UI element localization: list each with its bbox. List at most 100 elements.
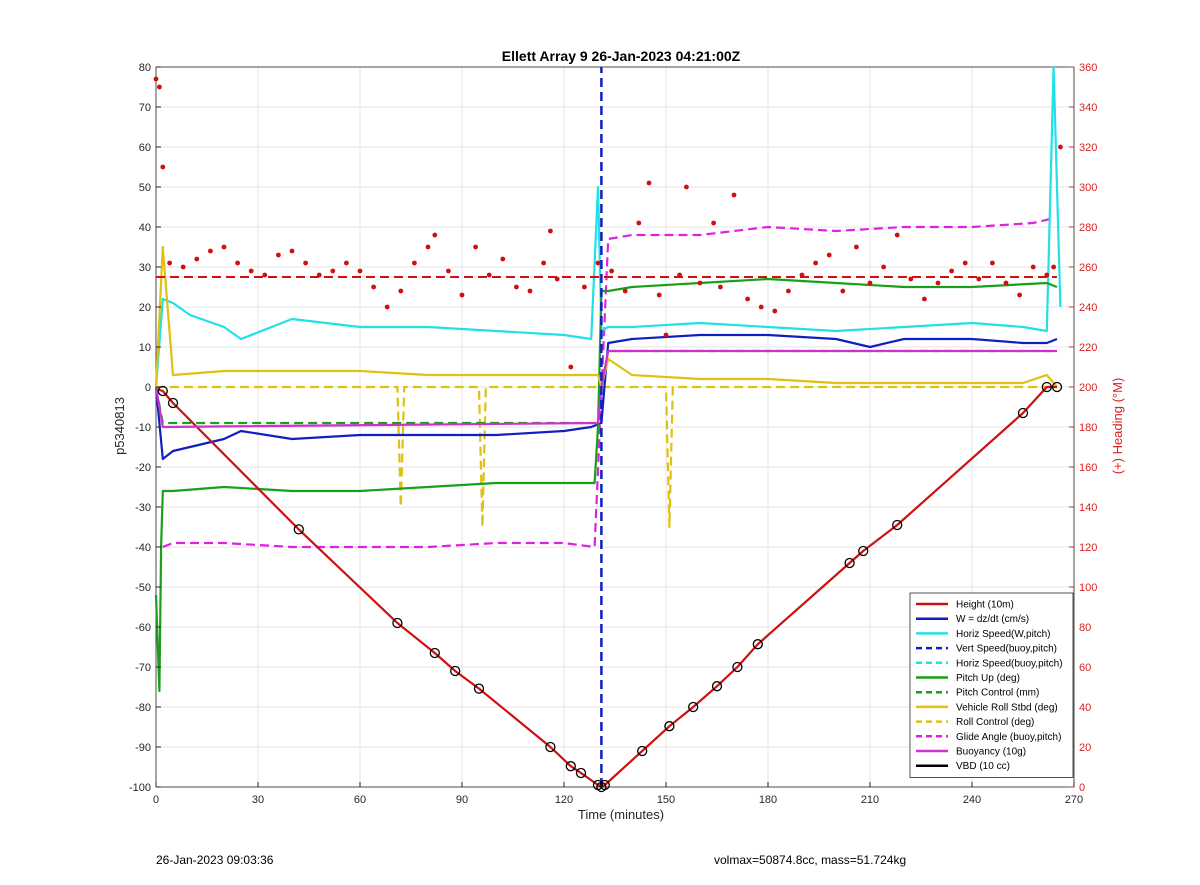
dive-marker <box>858 545 869 557</box>
heading-point <box>160 164 166 170</box>
dive-marker <box>711 681 723 692</box>
y-tick-label: -30 <box>135 502 151 514</box>
y-tick-label: 70 <box>139 102 151 114</box>
heading-point <box>1017 292 1022 298</box>
y-tick-label: 50 <box>139 182 151 194</box>
x-tick-label: 0 <box>153 794 159 806</box>
x-tick-label: 240 <box>963 794 981 806</box>
heading-point <box>303 260 308 266</box>
heading-point <box>432 232 438 238</box>
y2-axis-label: (+) Heading (°M) <box>1110 378 1125 475</box>
heading-point <box>412 260 417 266</box>
y2-tick-label: 240 <box>1079 302 1097 314</box>
footer-timestamp: 26-Jan-2023 09:03:36 <box>156 853 274 867</box>
heading-point <box>316 272 322 278</box>
y-tick-label: -10 <box>135 422 151 434</box>
heading-point <box>922 296 927 302</box>
y2-tick-label: 160 <box>1079 462 1097 474</box>
y-tick-label: -100 <box>129 782 151 794</box>
heading-point <box>459 292 465 298</box>
y-tick-label: 20 <box>139 302 151 314</box>
dive-marker <box>844 557 855 569</box>
heading-point <box>1003 280 1009 286</box>
heading-point <box>854 244 859 250</box>
heading-point <box>541 260 546 266</box>
series-height-10m <box>155 385 1057 789</box>
heading-point <box>908 276 914 282</box>
dive-marker <box>392 617 403 629</box>
legend-label: Roll Control (deg) <box>956 717 1034 728</box>
heading-point <box>894 232 900 238</box>
heading-point <box>289 248 295 254</box>
x-tick-label: 90 <box>456 794 468 806</box>
series-glide-angle-buoy-pitch <box>162 217 1051 549</box>
y-tick-label: -70 <box>135 662 151 674</box>
series-buoyancy-10g <box>154 349 1057 429</box>
series-pitch-up-deg <box>154 277 1058 693</box>
heading-point <box>398 288 404 294</box>
legend-label: Vehicle Roll Stbd (deg) <box>956 702 1058 713</box>
y2-tick-label: 280 <box>1079 222 1097 234</box>
heading-series <box>153 76 1063 370</box>
y2-tick-label: 200 <box>1079 382 1097 394</box>
heading-point <box>357 268 363 274</box>
dive-marker <box>637 745 648 757</box>
dive-marker <box>473 683 485 694</box>
y2-tick-label: 140 <box>1079 502 1097 514</box>
heading-point <box>813 260 818 266</box>
heading-point <box>684 184 689 190</box>
heading-point <box>656 292 662 298</box>
dive-marker <box>752 639 763 650</box>
y2-tick-label: 40 <box>1079 702 1091 714</box>
y2-tick-label: 180 <box>1079 422 1097 434</box>
y-tick-label: 40 <box>139 222 151 234</box>
dive-marker <box>1041 381 1052 393</box>
series-vehicle-roll-stbd-deg <box>154 245 1058 389</box>
heading-point <box>500 256 506 262</box>
heading-point <box>486 272 492 278</box>
heading-point <box>949 268 954 274</box>
heading-point <box>636 220 642 226</box>
heading-point <box>1044 272 1050 278</box>
y2-tick-label: 60 <box>1079 662 1091 674</box>
y-tick-label: -50 <box>135 582 151 594</box>
heading-point <box>745 296 750 302</box>
heading-point <box>646 180 652 186</box>
heading-point <box>371 284 376 290</box>
dive-marker <box>429 647 440 659</box>
heading-point <box>595 260 601 266</box>
heading-point <box>799 272 805 278</box>
y2-tick-label: 320 <box>1079 142 1097 154</box>
y-axis-label: p5340813 <box>112 397 127 455</box>
legend-label: Pitch Up (deg) <box>956 673 1020 684</box>
legend-box <box>909 592 1074 778</box>
series-horiz-speed-w-pitch <box>154 65 1062 388</box>
heading-point <box>180 264 186 270</box>
dive-marker <box>1051 381 1063 393</box>
heading-point <box>867 280 873 286</box>
dive-marker <box>565 761 576 772</box>
dive-marker <box>450 665 461 677</box>
y2-tick-label: 340 <box>1079 102 1097 114</box>
heading-point <box>554 276 560 282</box>
heading-point <box>697 280 703 286</box>
heading-point <box>548 228 553 234</box>
legend-label: Horiz Speed(W,pitch) <box>956 629 1050 640</box>
legend: Height (10m) W = dz/dt (cm/s) Horiz Speed(… <box>909 592 1074 778</box>
legend-label: W = dz/dt (cm/s) <box>956 614 1029 625</box>
heading-point <box>262 272 268 278</box>
legend-label: Horiz Speed(buoy,pitch) <box>956 658 1063 669</box>
dive-marker <box>293 524 304 535</box>
y-ticks: -100-90-80-70-60-50-40-30-20-10010203040… <box>129 62 161 794</box>
y2-tick-label: 20 <box>1079 742 1091 754</box>
heading-point <box>1058 144 1063 150</box>
dive-marker <box>599 779 610 791</box>
heading-point <box>276 252 281 258</box>
y2-tick-label: 120 <box>1079 542 1097 554</box>
heading-point <box>990 260 995 266</box>
x-tick-label: 210 <box>861 794 879 806</box>
heading-point <box>881 264 886 270</box>
heading-point <box>772 308 778 314</box>
dive-marker <box>688 701 699 713</box>
